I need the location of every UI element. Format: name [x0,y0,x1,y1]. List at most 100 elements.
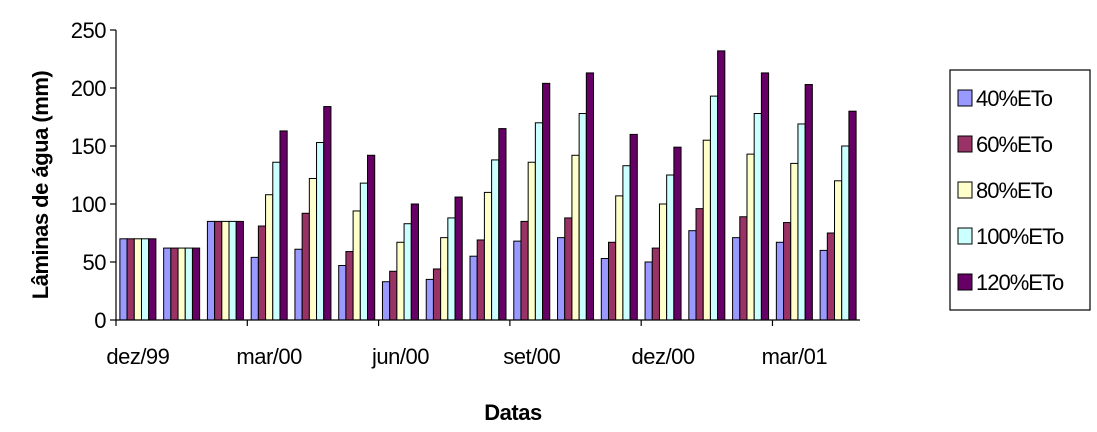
bar-60%ETo-mai/00 [345,251,354,321]
bar-100%ETo-mai/00 [359,182,369,321]
y-tick-label: 250 [71,18,106,43]
bar-80%ETo-dez/00 [658,203,668,321]
bar-100%ETo-jul/00 [447,217,456,321]
bar-120%ETo-dez/99 [148,238,157,321]
bar-120%ETo-abr/01 [848,110,857,321]
bar-60%ETo-abr/00 [301,212,310,321]
bar-80%ETo-mar/01 [790,162,799,321]
tick-labels-group: 0 50 100 150 200 250 dez/99 mar/00 jun/00 set/00 d… [71,18,828,369]
legend-swatch-60%ETo [957,135,973,153]
bar-60%ETo-dez/99 [126,238,135,321]
bar-40%ETo-jul/00 [425,278,434,321]
bar-120%ETo-dez/00 [673,146,682,321]
bar-120%ETo-jan/00 [191,247,201,321]
legend: 40%ETo 60%ETo 80%ETo 100%ETo 120%ETo [949,69,1091,311]
bar-120%ETo-abr/00 [323,106,332,321]
bar-80%ETo-jan/00 [177,247,186,321]
bar-120%ETo-mai/00 [367,154,376,321]
bar-40%ETo-mar/01 [775,241,785,321]
bar-100%ETo-dez/99 [140,238,150,321]
bar-80%ETo-jul/00 [440,237,449,321]
bar-80%ETo-dez/99 [133,238,142,321]
bar-60%ETo-dez/00 [651,247,660,321]
bar-40%ETo-jun/00 [381,281,391,321]
x-tick-label: mar/01 [762,344,828,369]
bar-100%ETo-jan/01 [709,95,719,321]
legend-label-60%ETo: 60%ETo [976,132,1053,157]
x-tick-label: set/00 [503,344,560,369]
bar-40%ETo-dez/99 [119,238,128,321]
bar-60%ETo-jan/00 [170,247,179,321]
bar-60%ETo-out/00 [564,217,573,321]
x-tick-label: dez/00 [632,344,695,369]
bar-100%ETo-ago/00 [491,159,500,321]
bar-40%ETo-jan/00 [163,247,172,321]
bar-60%ETo-fev/01 [739,216,748,321]
bar-60%ETo-jan/01 [695,208,704,321]
y-axis-title: Lâminas de água (mm) [28,71,53,300]
x-axis-title: Datas [484,400,542,425]
legend-box [949,69,1091,311]
bar-40%ETo-mar/00 [250,256,259,321]
legend-label-100%ETo: 100%ETo [976,224,1064,249]
bar-120%ETo-jun/00 [410,203,419,321]
bar-100%ETo-abr/00 [316,142,325,321]
bar-120%ETo-out/00 [585,72,595,321]
bar-80%ETo-abr/00 [308,177,318,321]
bar-40%ETo-out/00 [557,237,566,321]
axes-group [110,29,860,326]
legend-swatch-120%ETo [957,273,973,291]
y-tick-label: 200 [71,76,106,101]
bar-60%ETo-mar/01 [783,222,792,321]
bar-80%ETo-fev/00 [221,220,230,321]
bar-100%ETo-fev/01 [753,113,762,321]
legend-label-120%ETo: 120%ETo [976,270,1064,295]
legend-label-40%ETo: 40%ETo [976,86,1053,111]
bar-100%ETo-out/00 [578,113,587,321]
bar-80%ETo-jun/00 [396,241,405,321]
legend-label-80%ETo: 80%ETo [976,178,1053,203]
bar-80%ETo-fev/01 [746,153,755,321]
bar-60%ETo-mar/00 [257,225,267,321]
y-tick-label: 50 [83,250,107,275]
bar-40%ETo-dez/00 [644,261,653,321]
bar-60%ETo-abr/01 [826,232,836,321]
bar-80%ETo-nov/00 [615,195,624,321]
bar-120%ETo-jan/01 [717,50,726,321]
bar-40%ETo-mai/00 [338,264,347,321]
bar-80%ETo-mai/00 [352,210,361,321]
bar-80%ETo-set/00 [527,161,536,321]
bar-100%ETo-abr/01 [841,145,850,321]
bar-120%ETo-fev/00 [235,220,244,321]
bar-40%ETo-nov/00 [600,258,609,321]
bar-120%ETo-mar/00 [279,130,288,321]
bar-40%ETo-jan/01 [688,230,697,321]
x-tick-label: mar/00 [236,344,302,369]
bar-100%ETo-jun/00 [403,223,412,321]
bar-100%ETo-fev/00 [228,220,237,321]
bar-40%ETo-fev/00 [206,220,216,321]
legend-swatch-100%ETo [957,227,973,245]
bar-60%ETo-fev/00 [214,220,223,321]
bar-40%ETo-fev/01 [732,237,741,321]
bar-80%ETo-ago/00 [483,191,493,321]
bar-60%ETo-nov/00 [607,241,617,321]
bar-120%ETo-jul/00 [454,196,463,321]
bar-40%ETo-set/00 [513,240,522,321]
bar-100%ETo-set/00 [534,122,544,321]
bar-60%ETo-set/00 [520,220,529,321]
bar-60%ETo-jul/00 [432,268,442,321]
bar-120%ETo-fev/01 [760,72,770,321]
bar-100%ETo-mar/01 [797,123,806,321]
y-tick-label: 150 [71,134,106,159]
bar-60%ETo-jun/00 [389,270,398,321]
bar-120%ETo-nov/00 [629,133,638,321]
legend-swatch-40%ETo [957,89,973,107]
bar-120%ETo-set/00 [542,82,551,321]
bar-100%ETo-nov/00 [622,165,631,321]
bar-80%ETo-abr/01 [834,180,843,321]
bar-80%ETo-jan/01 [702,139,711,321]
bar-40%ETo-abr/01 [819,249,828,321]
bar-40%ETo-ago/00 [469,255,478,321]
